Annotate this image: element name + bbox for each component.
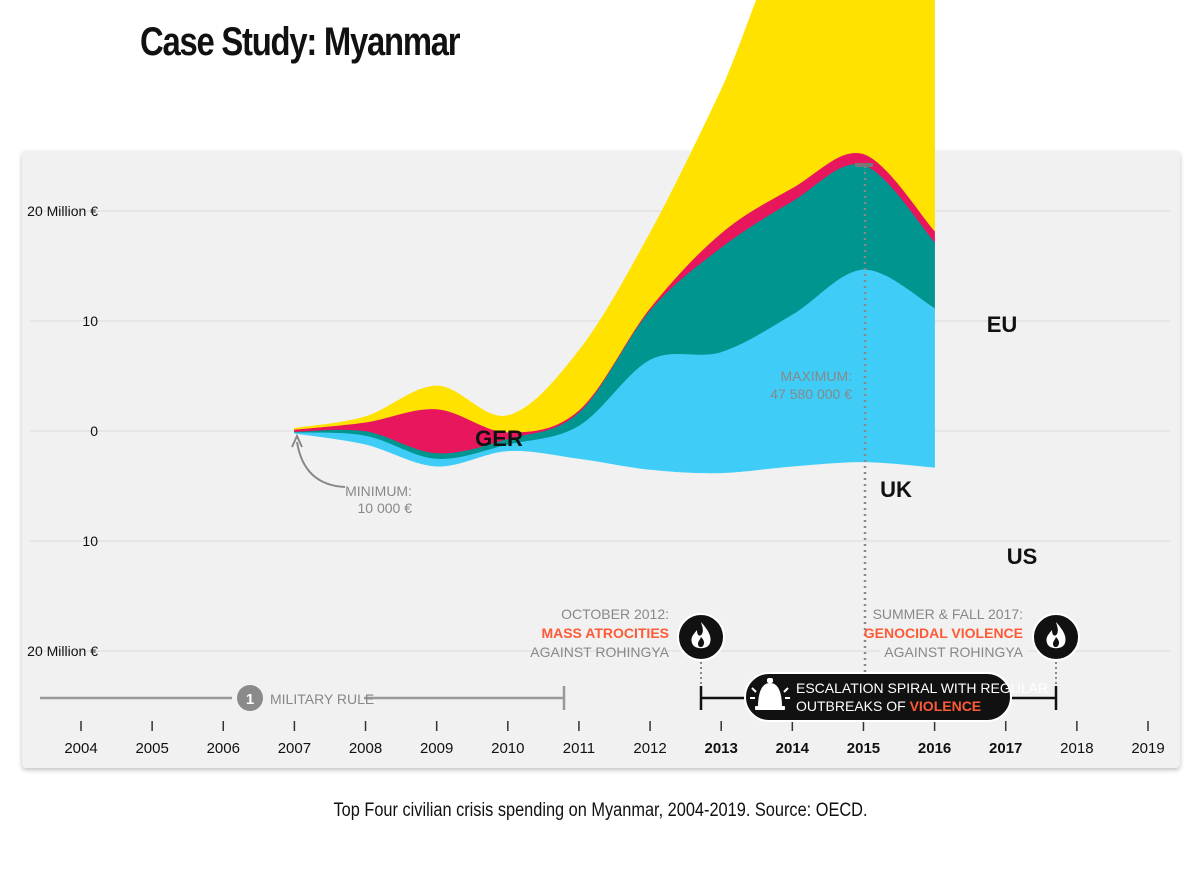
y-tick-label: 20 Million €	[27, 203, 98, 219]
military-rule-number-badge	[237, 685, 263, 711]
x-tick-label: 2016	[918, 740, 951, 757]
escalation-line2-highlight: VIOLENCE	[910, 698, 982, 714]
y-tick-label: 10	[82, 313, 98, 329]
escalation-badge	[744, 672, 1012, 722]
x-tick-label: 2019	[1131, 740, 1164, 757]
x-tick-label: 2009	[420, 740, 453, 757]
sf2017-line3: AGAINST ROHINGYA	[884, 644, 1023, 660]
oct2012-line1: OCTOBER 2012:	[561, 606, 669, 622]
x-tick-label: 2010	[491, 740, 524, 757]
chart-caption-text: Top Four civilian crisis spending on Mya…	[332, 800, 868, 821]
minimum-value: 10 000 €	[358, 500, 413, 516]
chart-caption: Top Four civilian crisis spending on Mya…	[0, 800, 1200, 822]
y-tick-label: 0	[90, 423, 98, 439]
x-tick-label: 2007	[278, 740, 311, 757]
fire-icon	[1032, 613, 1080, 661]
escalation-line1: ESCALATION SPIRAL WITH REGULAR	[796, 680, 1048, 696]
series-label-us: US	[1007, 544, 1038, 569]
oct2012-line3: AGAINST ROHINGYA	[530, 644, 669, 660]
minimum-arrowhead	[291, 433, 303, 448]
escalation-line2-prefix: OUTBREAKS OF	[796, 698, 910, 714]
sf2017-line1: SUMMER & FALL 2017:	[873, 606, 1023, 622]
maximum-title: MAXIMUM:	[780, 368, 852, 384]
x-tick-label: 2011	[563, 740, 595, 757]
x-tick-label: 2014	[776, 740, 810, 757]
x-tick-label: 2004	[64, 740, 97, 757]
series-label-eu: EU	[987, 312, 1018, 337]
y-tick-label: 20 Million €	[27, 643, 98, 659]
x-tick-label: 2006	[207, 740, 240, 757]
minimum-arrow	[296, 441, 346, 488]
minimum-title: MINIMUM:	[345, 483, 412, 499]
x-tick-label: 2017	[989, 740, 1022, 757]
military-rule-number: 1	[246, 691, 254, 708]
x-tick-label: 2012	[633, 740, 666, 757]
y-tick-label: 10	[82, 533, 98, 549]
alarm-bell-icon	[750, 678, 790, 710]
x-tick-label: 2015	[847, 740, 880, 757]
oct2012-line2: MASS ATROCITIES	[541, 625, 669, 641]
x-tick-label: 2008	[349, 740, 382, 757]
series-label-uk: UK	[880, 477, 912, 502]
series-labels: US UK GER EU	[475, 312, 1037, 569]
x-axis: 2004 2005 2006 2007 2008 2009 2010 2011 2012 2013…	[64, 721, 1165, 757]
area-eu	[294, 0, 935, 433]
escalation-line2: OUTBREAKS OF VIOLENCE	[796, 698, 981, 714]
series-label-ger: GER	[475, 426, 523, 451]
x-tick-label: 2013	[705, 740, 738, 757]
x-tick-label: 2005	[135, 740, 168, 757]
sf2017-line2: GENOCIDAL VIOLENCE	[864, 625, 1023, 641]
y-axis-ticks: 20 Million € 10 0 10 20 Million €	[27, 203, 98, 659]
maximum-value: 47 580 000 €	[770, 386, 852, 402]
x-tick-label: 2018	[1060, 740, 1093, 757]
fire-icon	[677, 613, 725, 661]
sf2017-label-bg	[880, 603, 1028, 663]
military-rule-label: MILITARY RULE	[270, 691, 374, 707]
page-title: Case Study: Myanmar	[140, 20, 461, 64]
stream-areas	[294, 0, 935, 474]
